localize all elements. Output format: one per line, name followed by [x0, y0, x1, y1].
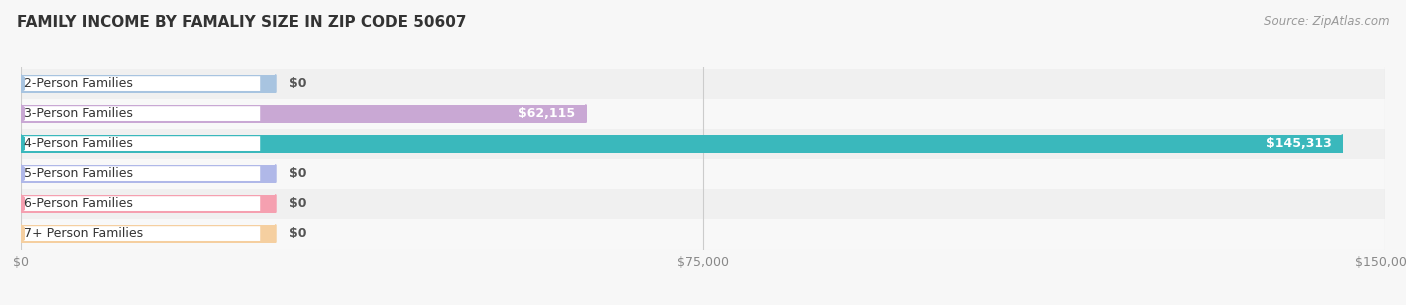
Text: 2-Person Families: 2-Person Families [24, 77, 132, 90]
Text: $0: $0 [290, 227, 307, 240]
Text: 6-Person Families: 6-Person Families [24, 197, 132, 210]
Bar [21, 105, 586, 123]
Bar [21, 75, 276, 93]
Text: $62,115: $62,115 [517, 107, 575, 120]
Bar [21, 224, 276, 242]
Bar [21, 99, 1385, 129]
Bar [21, 188, 1385, 219]
FancyBboxPatch shape [24, 196, 260, 211]
Text: 7+ Person Families: 7+ Person Families [24, 227, 143, 240]
Bar [21, 195, 276, 213]
Text: $0: $0 [290, 77, 307, 90]
Bar [21, 219, 1385, 249]
Text: 4-Person Families: 4-Person Families [24, 137, 132, 150]
Text: $0: $0 [290, 167, 307, 180]
Bar [21, 129, 1385, 159]
FancyBboxPatch shape [24, 106, 260, 121]
Text: $145,313: $145,313 [1265, 137, 1331, 150]
FancyBboxPatch shape [24, 226, 260, 241]
FancyBboxPatch shape [24, 76, 260, 91]
Bar [21, 165, 276, 183]
Text: FAMILY INCOME BY FAMALIY SIZE IN ZIP CODE 50607: FAMILY INCOME BY FAMALIY SIZE IN ZIP COD… [17, 15, 467, 30]
FancyBboxPatch shape [24, 136, 260, 151]
FancyBboxPatch shape [24, 166, 260, 181]
Bar [21, 159, 1385, 188]
Text: $0: $0 [290, 197, 307, 210]
Bar [21, 69, 1385, 99]
Text: 5-Person Families: 5-Person Families [24, 167, 132, 180]
Text: 3-Person Families: 3-Person Families [24, 107, 132, 120]
Text: Source: ZipAtlas.com: Source: ZipAtlas.com [1264, 15, 1389, 28]
Bar [21, 135, 1343, 152]
